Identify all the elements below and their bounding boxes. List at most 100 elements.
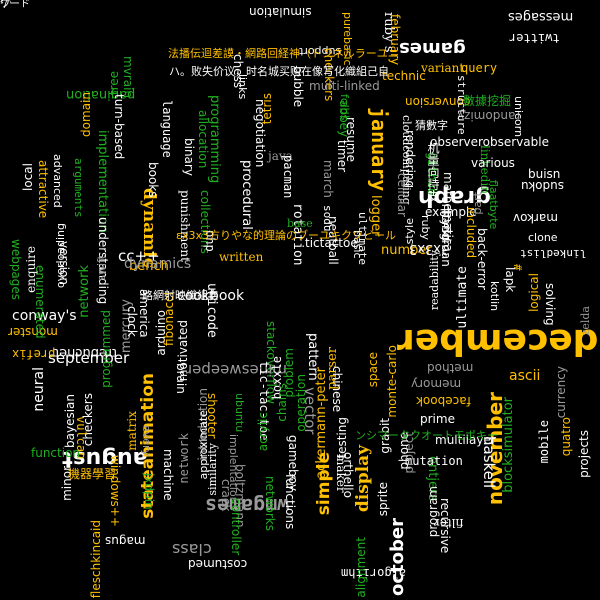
cloud-word: blocksimulator: [501, 397, 516, 493]
cloud-word: boltzmann: [233, 464, 247, 528]
cloud-word: every: [140, 425, 153, 457]
cloud-word: logger: [368, 195, 383, 237]
cloud-word: fleschkincaid: [89, 519, 103, 598]
cloud-word: prime: [420, 412, 455, 426]
cloud-word: ultimate: [356, 212, 369, 265]
cloud-word: attractive: [36, 160, 50, 219]
cloud-word: orthello: [341, 452, 355, 498]
cloud-word: controller: [229, 498, 243, 556]
cloud-word: observerobservable: [430, 135, 549, 149]
cloud-word: hangman: [439, 210, 453, 267]
cloud-word: advanced: [51, 154, 64, 208]
cloud-word: enumerated: [33, 265, 47, 339]
cloud-word: ruby: [419, 215, 432, 240]
cloud-word: various: [471, 156, 515, 170]
cloud-word: logical: [527, 273, 541, 312]
cloud-word: january: [367, 107, 391, 192]
cloud-word: allocation: [196, 110, 210, 169]
cloud-word: language: [160, 100, 174, 158]
cloud-word: dynamics: [124, 256, 192, 272]
cloud-word: brain: [174, 363, 188, 394]
cloud-word: abbey: [337, 100, 351, 138]
cloud-word: mobile: [537, 420, 551, 464]
cloud-word: haskell: [480, 436, 498, 489]
cloud-word: bench: [129, 259, 169, 274]
cloud-word: simulation: [249, 5, 312, 19]
cloud-word: ンシマータクオートモボキー: [355, 429, 498, 442]
cloud-word: 机量向持支: [426, 142, 440, 202]
cloud-word: crack: [219, 479, 233, 512]
cloud-word: ruby's: [381, 12, 396, 53]
cloud-word: vulcan: [74, 416, 88, 460]
cloud-word: clone: [528, 231, 558, 244]
cloud-word: february: [388, 14, 402, 66]
cloud-word: included: [464, 207, 478, 259]
cloud-word: shooter: [205, 393, 219, 439]
cloud-word: sprite: [376, 482, 390, 517]
cloud-word: query: [461, 61, 498, 75]
cloud-word: recursive: [438, 498, 452, 554]
cloud-word: linkedlist: [520, 247, 587, 260]
cloud-word: 法播伝迴差謨・網路回経神（トンネルラーユニ: [168, 47, 399, 60]
cloud-word: clock: [125, 306, 139, 337]
cloud-word: operation: [294, 374, 308, 432]
cloud-word: unicorn: [512, 96, 525, 138]
cloud-word: programming: [207, 95, 222, 184]
cloud-word: twitter: [509, 31, 560, 45]
cloud-word: vector: [301, 387, 319, 435]
cloud-word: chess: [231, 54, 245, 89]
cloud-word: multilayer: [435, 433, 496, 447]
cloud-word: markov: [513, 211, 558, 225]
cloud-word: tic-tac-toe: [257, 361, 271, 441]
cloud-word: part: [471, 192, 484, 215]
cloud-word: resume: [344, 117, 358, 162]
cloud-word: variant: [421, 61, 465, 75]
cloud-word: matrix: [125, 411, 139, 451]
cloud-word: facebook: [416, 394, 471, 408]
cloud-word: enquire: [24, 246, 38, 293]
cloud-word: ɛx3x3方りやな的理論のブーユキクツビール: [176, 229, 396, 242]
cloud-word: windows++: [108, 455, 122, 527]
cloud-word: currency: [554, 366, 568, 419]
cloud-word: solving: [543, 283, 557, 326]
cloud-word: purebasic: [341, 12, 354, 66]
cloud-word: structure: [455, 75, 468, 135]
cloud-word: gameboy: [286, 435, 300, 492]
cloud-word: prefix: [12, 347, 56, 361]
cloud-word: swift: [95, 255, 108, 281]
cloud-word: mathematica: [441, 172, 455, 252]
cloud-word: negotiation: [253, 99, 267, 168]
cloud-word: mutation: [405, 454, 463, 468]
cloud-word: class: [172, 540, 212, 559]
cloud-word: magus: [105, 534, 146, 548]
cloud-word: punishment: [178, 190, 192, 262]
cloud-word: networks: [263, 476, 277, 531]
cloud-word: maker: [334, 454, 348, 493]
cloud-word: ultimate: [455, 266, 470, 329]
cloud-word: cellular: [395, 173, 409, 217]
cloud-word: 猜數字: [415, 119, 448, 132]
cloud-word: memory: [411, 377, 462, 391]
cloud-word: 數據挖掘: [463, 94, 512, 108]
cloud-word: cc++: [118, 247, 160, 265]
cloud-word: bubble: [291, 66, 305, 108]
cloud-word: 路網射映織組自: [142, 289, 219, 302]
cloud-word: pacman: [281, 155, 295, 199]
cloud-word: arguments: [72, 158, 85, 218]
cloud-word: similarity: [206, 443, 219, 496]
cloud-word: december: [396, 321, 598, 362]
cloud-word: kotlin: [488, 281, 501, 312]
cloud-word: network: [177, 433, 191, 484]
cloud-word: collections: [198, 190, 212, 254]
cloud-word: october: [387, 518, 408, 596]
cloud-word: multi-linked: [309, 79, 380, 93]
cloud-word: acrylic: [256, 412, 270, 452]
cloud-word: version: [57, 241, 71, 285]
cloud-word: chinese: [330, 366, 344, 413]
cloud-word: network: [77, 265, 92, 318]
cloud-word: alignment: [354, 537, 368, 598]
cloud-word: ワード: [0, 0, 30, 10]
cloud-word: function: [31, 446, 81, 460]
cloud-word: example: [425, 205, 477, 219]
